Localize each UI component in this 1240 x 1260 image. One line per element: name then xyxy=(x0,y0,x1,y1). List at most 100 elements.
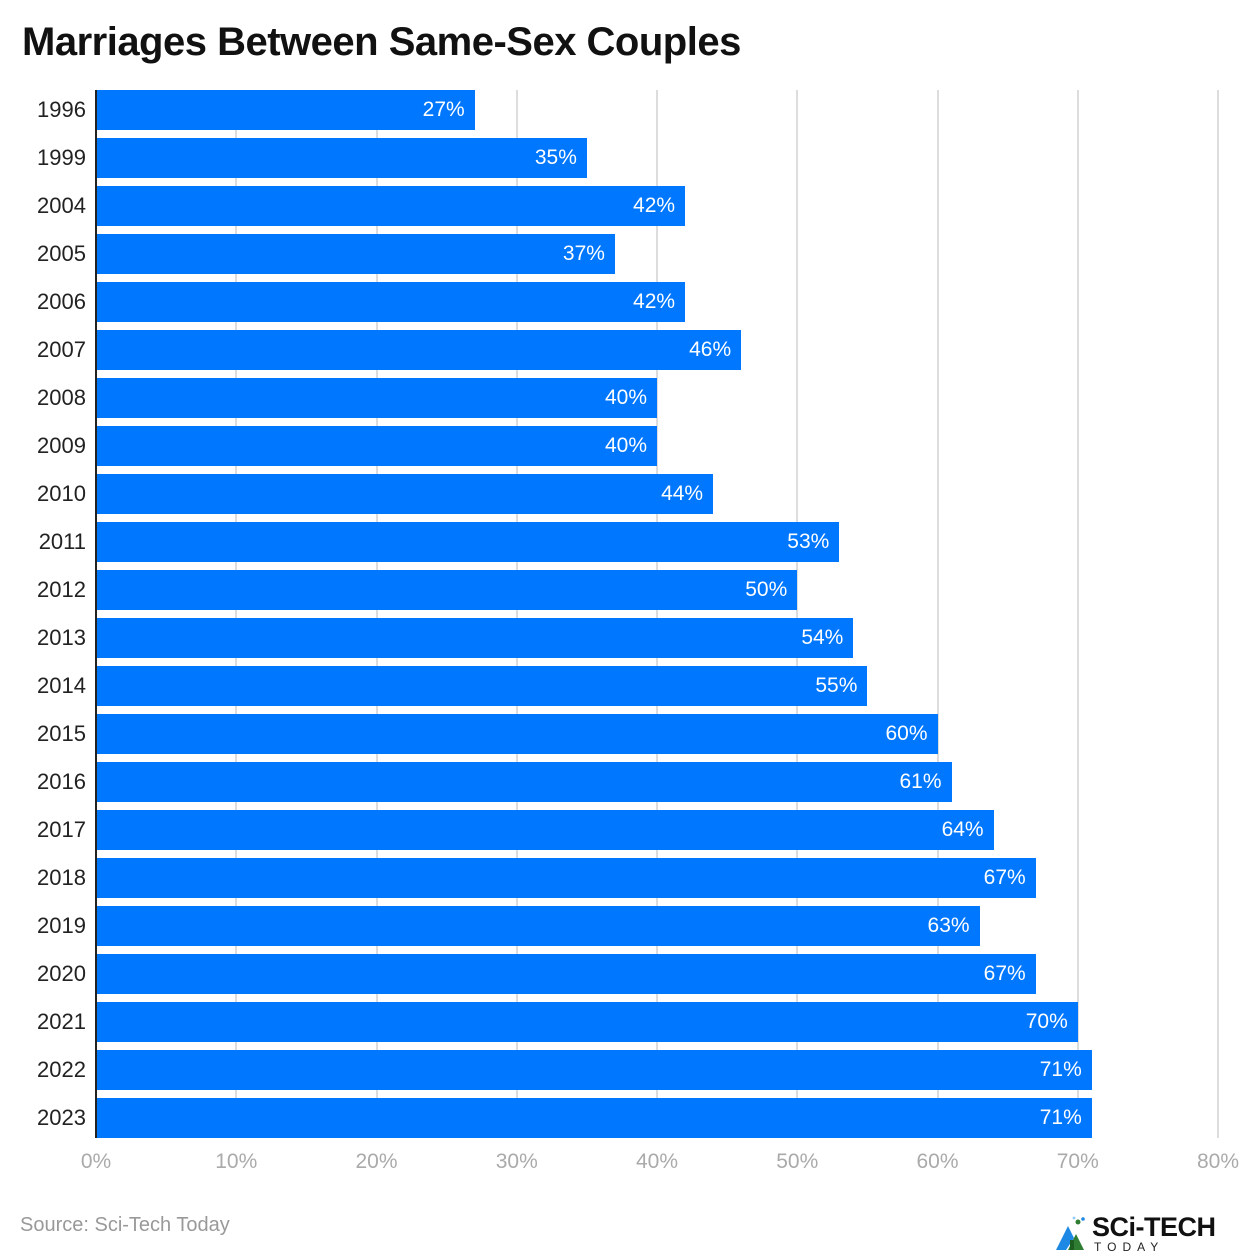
category-label: 2022 xyxy=(37,1057,86,1082)
bar-row: 2006 42% xyxy=(37,282,1218,322)
bar: 37% xyxy=(96,234,615,274)
logo-mark-icon xyxy=(1056,1216,1085,1250)
x-tick-label: 60% xyxy=(916,1150,959,1173)
gridline xyxy=(656,90,658,1138)
bar-row: 2009 40% xyxy=(37,426,1218,466)
bar-value-label: 50% xyxy=(745,578,788,601)
bar-value-label: 55% xyxy=(815,674,858,697)
bar-value-label: 70% xyxy=(1025,1010,1068,1033)
bar: 40% xyxy=(96,426,657,466)
category-label: 2011 xyxy=(38,529,86,554)
bar-row: 2010 44% xyxy=(37,474,1218,514)
bar-row: 2015 60% xyxy=(37,714,1218,754)
bar-value-label: 40% xyxy=(604,434,647,457)
bar: 54% xyxy=(96,618,854,658)
bar-row: 2021 70% xyxy=(37,1002,1218,1042)
category-label: 2017 xyxy=(37,817,86,842)
category-label: 2009 xyxy=(37,433,86,458)
plot-area: 1996 27% 1999 35% 2004 42% 2005 37% 2006 42% 2007 4… xyxy=(37,90,1219,1138)
bar-value-label: 64% xyxy=(941,818,984,841)
bar-row: 2023 71% xyxy=(37,1098,1218,1138)
category-label: 2007 xyxy=(37,337,86,362)
bar-value-label: 27% xyxy=(422,98,465,121)
y-axis-line xyxy=(95,90,97,1138)
x-tick-label: 0% xyxy=(80,1150,112,1173)
bar: 40% xyxy=(96,378,657,418)
bar-row: 2014 55% xyxy=(37,666,1218,706)
gridline xyxy=(936,90,939,1138)
bar-row: 2007 46% xyxy=(37,330,1218,370)
category-label: 2015 xyxy=(37,721,86,746)
logo-text: SCi-TECH xyxy=(1092,1212,1216,1242)
bar-value-label: 53% xyxy=(787,530,830,553)
x-tick-label: 40% xyxy=(635,1150,679,1173)
bar: 27% xyxy=(96,90,475,130)
category-label: 2016 xyxy=(37,769,86,794)
bar-row: 2008 40% xyxy=(37,378,1218,418)
bar-value-label: 54% xyxy=(801,626,844,649)
bar-row: 2004 42% xyxy=(37,186,1218,226)
bar: 55% xyxy=(96,666,868,706)
bar-value-label: 42% xyxy=(633,290,676,313)
category-label: 2013 xyxy=(37,625,86,650)
bar-value-label: 37% xyxy=(562,242,605,265)
x-tick-label: 20% xyxy=(355,1150,398,1173)
bar: 67% xyxy=(96,954,1036,994)
category-label: 2010 xyxy=(37,481,86,506)
bar: 44% xyxy=(96,474,714,514)
logo-subtext: TODAY xyxy=(1094,1240,1165,1254)
bar-row: 2020 67% xyxy=(37,954,1218,994)
bar-value-label: 67% xyxy=(983,962,1026,985)
bar-value-label: 61% xyxy=(899,770,942,793)
category-label: 2004 xyxy=(37,193,86,218)
category-label: 2012 xyxy=(37,577,86,602)
x-tick-label: 30% xyxy=(495,1150,538,1173)
bar-row: 2017 64% xyxy=(37,810,1218,850)
bar-row: 2016 61% xyxy=(37,762,1218,802)
bar: 42% xyxy=(96,282,686,322)
bar: 63% xyxy=(96,906,980,946)
bar-row: 2022 71% xyxy=(37,1050,1218,1090)
chart-title: Marriages Between Same-Sex Couples xyxy=(22,20,741,64)
bar-value-label: 63% xyxy=(927,914,970,937)
gridline xyxy=(235,90,238,1138)
bar-row: 2013 54% xyxy=(37,618,1218,658)
category-label: 2008 xyxy=(37,385,86,410)
bar-value-label: 71% xyxy=(1039,1106,1082,1129)
gridline xyxy=(515,90,518,1138)
category-label: 2021 xyxy=(37,1009,86,1034)
brand-logo: SCi-TECH TODAY xyxy=(1054,1212,1234,1256)
bar: 64% xyxy=(96,810,994,850)
category-label: 1996 xyxy=(37,97,86,122)
category-label: 2023 xyxy=(37,1105,86,1130)
bar: 67% xyxy=(96,858,1036,898)
category-label: 2006 xyxy=(37,289,86,314)
bar-row: 2018 67% xyxy=(37,858,1218,898)
category-label: 2005 xyxy=(37,241,86,266)
bar-row: 2005 37% xyxy=(37,234,1218,274)
category-label: 2019 xyxy=(37,913,86,938)
bar: 71% xyxy=(96,1050,1092,1090)
bar-row: 2011 53% xyxy=(39,522,1218,562)
bar: 42% xyxy=(96,186,686,226)
bar: 53% xyxy=(96,522,840,562)
category-label: 2018 xyxy=(37,865,86,890)
x-tick-label: 10% xyxy=(215,1150,258,1173)
x-tick-label: 50% xyxy=(776,1150,819,1173)
bar: 60% xyxy=(96,714,938,754)
category-label: 2020 xyxy=(37,961,86,986)
x-tick-label: 80% xyxy=(1196,1150,1240,1173)
gridline xyxy=(375,90,378,1138)
x-tick-label: 70% xyxy=(1056,1150,1099,1173)
category-label: 2014 xyxy=(37,673,86,698)
bar-value-label: 67% xyxy=(983,866,1026,889)
source-note: Source: Sci-Tech Today xyxy=(20,1214,230,1236)
bar-row: 2012 50% xyxy=(37,570,1218,610)
bar-value-label: 46% xyxy=(689,338,732,361)
bar-row: 2019 63% xyxy=(37,906,1218,946)
bar: 46% xyxy=(96,330,742,370)
bar-row: 1999 35% xyxy=(37,138,1218,178)
gridline xyxy=(1217,90,1219,1138)
bar: 35% xyxy=(96,138,587,178)
bar-row: 1996 27% xyxy=(37,90,1218,130)
